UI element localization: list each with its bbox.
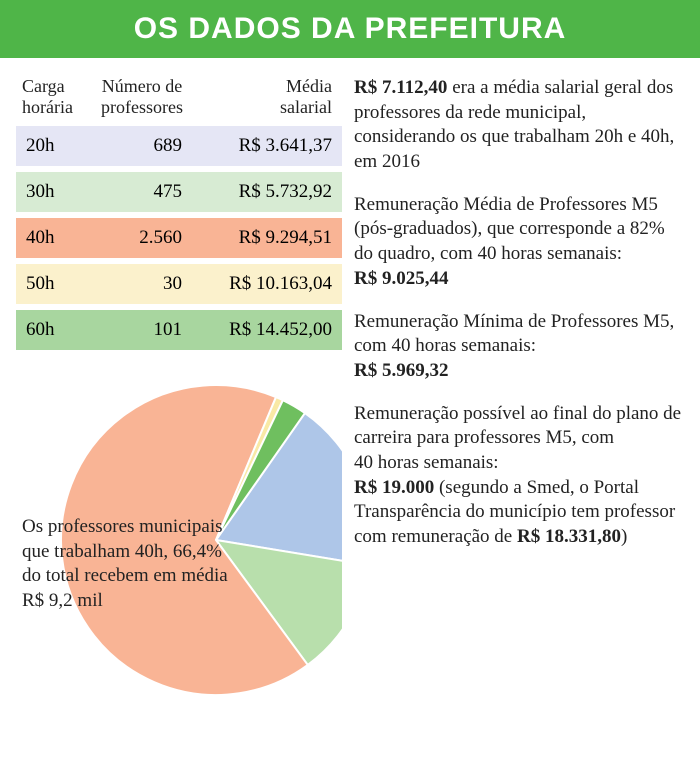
table-row: 50h30R$ 10.163,04 <box>16 264 342 304</box>
cell-carga: 40h <box>16 227 86 249</box>
cell-media: R$ 14.452,00 <box>198 319 342 341</box>
table-row: 60h101R$ 14.452,00 <box>16 310 342 350</box>
cell-media: R$ 3.641,37 <box>198 135 342 157</box>
pie-chart-wrap: Os professores municipais que trabalham … <box>16 360 342 730</box>
paragraph-2: Remuneração Média de Professores M5 (pós… <box>354 193 684 292</box>
cell-numero: 2.560 <box>86 227 198 249</box>
table-header-row: Carga horária Número de professores Médi… <box>16 76 342 126</box>
cell-numero: 30 <box>86 273 198 295</box>
cell-carga: 50h <box>16 273 86 295</box>
cell-carga: 20h <box>16 135 86 157</box>
pie-caption: Os professores municipais que trabalham … <box>22 515 232 614</box>
cell-numero: 101 <box>86 319 198 341</box>
table-row: 30h475R$ 5.732,92 <box>16 172 342 212</box>
col-header-numero: Número de professores <box>86 76 198 118</box>
cell-numero: 475 <box>86 181 198 203</box>
paragraph-3: Remuneração Mínima de Professores M5, co… <box>354 310 684 384</box>
table-body: 20h689R$ 3.641,37 30h475R$ 5.732,92 40h2.5… <box>16 126 342 350</box>
data-table: Carga horária Número de professores Médi… <box>16 76 342 350</box>
paragraph-1: R$ 7.112,40 era a média salarial geral d… <box>354 76 684 175</box>
cell-media: R$ 9.294,51 <box>198 227 342 249</box>
cell-carga: 60h <box>16 319 86 341</box>
col-header-carga: Carga horária <box>16 76 86 118</box>
right-column: R$ 7.112,40 era a média salarial geral d… <box>354 76 684 730</box>
table-row: 20h689R$ 3.641,37 <box>16 126 342 166</box>
content-area: Carga horária Número de professores Médi… <box>0 58 700 740</box>
col-header-media: Média salarial <box>198 76 342 118</box>
paragraph-4: Remuneração possível ao final do plano d… <box>354 402 684 550</box>
header-title: OS DADOS DA PREFEITURA <box>134 12 567 45</box>
cell-media: R$ 5.732,92 <box>198 181 342 203</box>
cell-carga: 30h <box>16 181 86 203</box>
cell-numero: 689 <box>86 135 198 157</box>
table-row: 40h2.560R$ 9.294,51 <box>16 218 342 258</box>
header-bar: OS DADOS DA PREFEITURA <box>0 0 700 58</box>
left-column: Carga horária Número de professores Médi… <box>16 76 342 730</box>
cell-media: R$ 10.163,04 <box>198 273 342 295</box>
